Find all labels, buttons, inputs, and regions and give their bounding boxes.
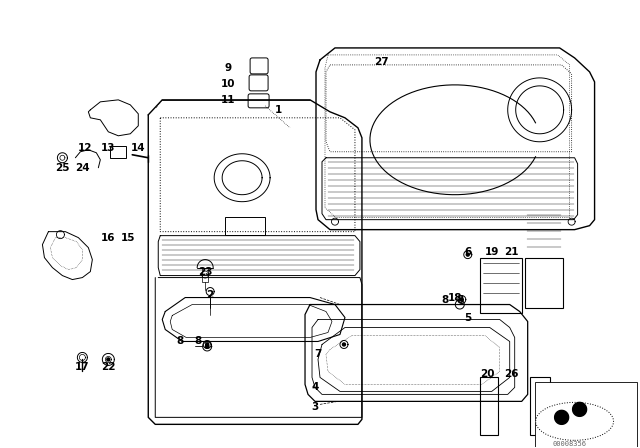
- Text: 1: 1: [275, 105, 282, 115]
- Text: 18: 18: [447, 293, 462, 302]
- Text: 19: 19: [484, 246, 499, 257]
- Text: 6: 6: [464, 246, 472, 257]
- Text: 3: 3: [312, 402, 319, 412]
- Polygon shape: [205, 343, 209, 346]
- Text: 00008356: 00008356: [552, 441, 587, 447]
- Text: 24: 24: [75, 163, 90, 173]
- Text: 2: 2: [207, 289, 214, 300]
- Text: 20: 20: [481, 370, 495, 379]
- Text: 27: 27: [374, 57, 389, 67]
- Polygon shape: [107, 358, 110, 361]
- Text: 8: 8: [177, 336, 184, 346]
- Text: 17: 17: [75, 362, 90, 372]
- Text: 16: 16: [101, 233, 116, 243]
- Bar: [534, 383, 637, 447]
- Ellipse shape: [536, 402, 614, 440]
- Text: 8: 8: [441, 294, 449, 305]
- Polygon shape: [467, 253, 469, 256]
- Bar: [530, 377, 550, 435]
- Text: 4: 4: [311, 383, 319, 392]
- Text: 22: 22: [101, 362, 116, 372]
- Text: 26: 26: [504, 370, 519, 379]
- Polygon shape: [555, 410, 568, 424]
- Text: 11: 11: [221, 95, 236, 105]
- Text: 9: 9: [225, 63, 232, 73]
- Bar: [480, 258, 522, 313]
- Text: 21: 21: [504, 246, 519, 257]
- Text: 8: 8: [456, 294, 463, 305]
- Polygon shape: [460, 298, 463, 301]
- Text: 23: 23: [198, 267, 212, 276]
- Text: 12: 12: [78, 143, 93, 153]
- FancyBboxPatch shape: [250, 58, 268, 74]
- Text: 10: 10: [221, 79, 236, 89]
- Text: 15: 15: [121, 233, 136, 243]
- Polygon shape: [342, 343, 346, 346]
- Polygon shape: [205, 345, 209, 348]
- Text: 25: 25: [55, 163, 70, 173]
- FancyBboxPatch shape: [249, 75, 268, 91]
- Text: 8: 8: [195, 336, 202, 346]
- Polygon shape: [573, 402, 587, 416]
- FancyBboxPatch shape: [225, 217, 265, 235]
- FancyBboxPatch shape: [248, 94, 269, 108]
- Bar: [525, 258, 563, 307]
- Text: 7: 7: [314, 349, 322, 359]
- Bar: [110, 146, 126, 158]
- Text: 14: 14: [131, 143, 145, 153]
- Bar: [480, 377, 498, 435]
- Text: 13: 13: [101, 143, 116, 153]
- Text: 5: 5: [464, 313, 472, 323]
